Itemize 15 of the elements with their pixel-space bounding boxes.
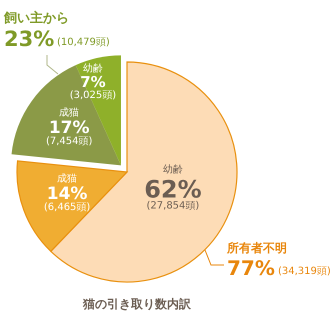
text: 猫の引き取り数内訳 bbox=[82, 297, 192, 311]
text: (10,479頭) bbox=[57, 37, 110, 48]
slice-label: 幼齢 bbox=[162, 163, 183, 176]
data-label: 7% (3,025頭) bbox=[70, 73, 116, 102]
slice-label: 成猫 bbox=[59, 106, 80, 118]
text: 77% bbox=[227, 256, 275, 280]
data-label: 17% (7,454頭) bbox=[46, 118, 92, 148]
text: 所有者不明 bbox=[226, 241, 287, 255]
text: 23% bbox=[4, 27, 54, 51]
data-label: 62% (27,854頭) bbox=[144, 176, 202, 212]
slice-label: 成猫 bbox=[57, 172, 78, 184]
text: 飼い主から bbox=[3, 10, 69, 26]
data-label: 14% (6,465頭) bbox=[44, 184, 90, 214]
slice-label: 幼齢 bbox=[82, 62, 103, 74]
text: (34,319頭) bbox=[278, 266, 330, 277]
